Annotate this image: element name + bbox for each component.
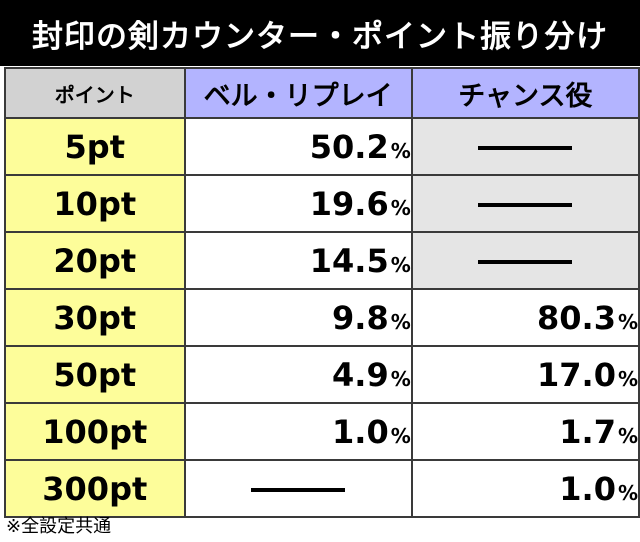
bell-value-cell: 9.8% xyxy=(183,288,413,347)
bell-value-cell: 4.9% xyxy=(183,345,413,404)
table-row: 20pt 14.5% xyxy=(4,231,640,290)
dash-mark xyxy=(251,487,346,492)
chance-value: 1.7 xyxy=(559,412,616,451)
page-title: 封印の剣カウンター・ポイント振り分け xyxy=(0,0,640,66)
table-row: 300pt 1.0% xyxy=(4,459,640,518)
chance-value-cell: 1.7% xyxy=(410,402,640,461)
chance-empty-cell xyxy=(410,117,640,176)
table-header-row: ポイント ベル・リプレイ チャンス役 xyxy=(4,67,640,119)
bell-value: 19.6 xyxy=(309,184,389,223)
bell-value: 1.0 xyxy=(332,412,389,451)
bell-value: 4.9 xyxy=(332,355,389,394)
percent-sign: % xyxy=(617,423,638,448)
table-row: 10pt 19.6% xyxy=(4,174,640,233)
table-row: 100pt 1.0% 1.7% xyxy=(4,402,640,461)
point-cell: 20pt xyxy=(4,231,186,290)
table-row: 30pt 9.8% 80.3% xyxy=(4,288,640,347)
bell-value: 9.8 xyxy=(332,298,389,337)
percent-sign: % xyxy=(390,366,411,391)
percent-sign: % xyxy=(390,138,411,163)
point-cell: 10pt xyxy=(4,174,186,233)
chance-value: 80.3 xyxy=(537,298,616,337)
point-cell: 100pt xyxy=(4,402,186,461)
bell-value-cell: 50.2% xyxy=(183,117,413,176)
bell-value: 14.5 xyxy=(309,241,389,280)
dash-mark xyxy=(478,145,573,150)
bell-value-cell: 1.0% xyxy=(183,402,413,461)
chance-value-cell: 1.0% xyxy=(410,459,640,518)
table-row: 5pt 50.2% xyxy=(4,117,640,176)
distribution-table: ポイント ベル・リプレイ チャンス役 5pt 50.2% 10pt 19.6% 20pt… xyxy=(4,67,640,518)
chance-value-cell: 17.0% xyxy=(410,345,640,404)
point-cell: 50pt xyxy=(4,345,186,404)
header-point: ポイント xyxy=(4,67,186,119)
header-bell-replay: ベル・リプレイ xyxy=(183,67,413,119)
percent-sign: % xyxy=(617,309,638,334)
header-chance: チャンス役 xyxy=(410,67,640,119)
percent-sign: % xyxy=(390,195,411,220)
table-row: 50pt 4.9% 17.0% xyxy=(4,345,640,404)
dash-mark xyxy=(478,259,573,264)
percent-sign: % xyxy=(390,309,411,334)
chance-empty-cell xyxy=(410,174,640,233)
dash-mark xyxy=(478,202,573,207)
bell-value-cell: 19.6% xyxy=(183,174,413,233)
chance-value-cell: 80.3% xyxy=(410,288,640,347)
chance-value: 1.0 xyxy=(559,469,616,508)
point-cell: 5pt xyxy=(4,117,186,176)
chance-empty-cell xyxy=(410,231,640,290)
percent-sign: % xyxy=(390,423,411,448)
bell-empty-cell xyxy=(183,459,413,518)
point-cell: 30pt xyxy=(4,288,186,347)
point-cell: 300pt xyxy=(4,459,186,518)
percent-sign: % xyxy=(390,252,411,277)
footnote: ※全設定共通 xyxy=(6,516,112,537)
percent-sign: % xyxy=(617,366,638,391)
table-body: 5pt 50.2% 10pt 19.6% 20pt 14.5% 30pt 9.8% 80.3% 5… xyxy=(4,117,640,518)
percent-sign: % xyxy=(617,480,638,505)
bell-value: 50.2 xyxy=(309,127,389,166)
chance-value: 17.0 xyxy=(537,355,616,394)
bell-value-cell: 14.5% xyxy=(183,231,413,290)
